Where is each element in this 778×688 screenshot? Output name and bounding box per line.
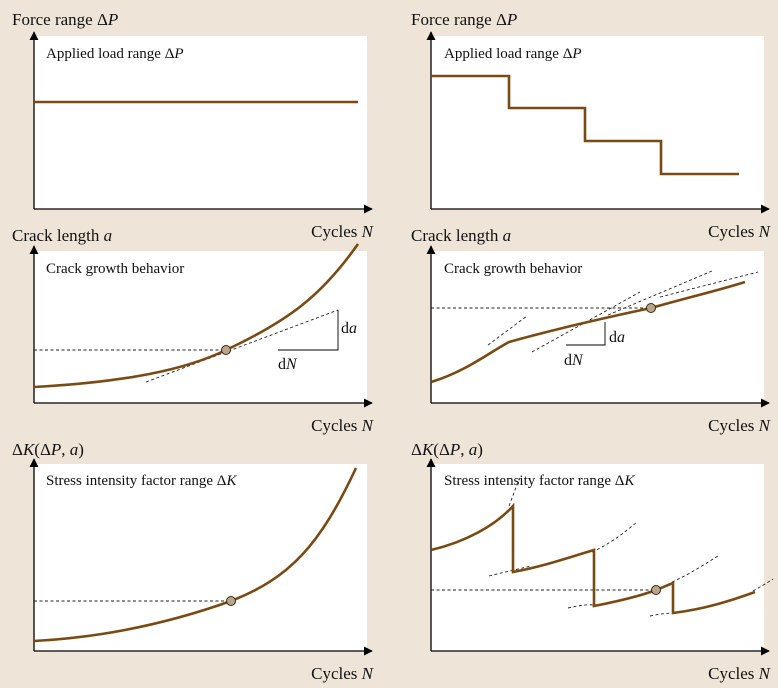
continuation-dashed-7: [752, 578, 774, 592]
panel-caption: Applied load range ΔP: [46, 46, 184, 62]
x-axis-label: Cycles N: [708, 416, 772, 435]
panel-crack-step: Crack length a Crack growth behavior Cyc…: [411, 226, 772, 435]
x-axis-label: Cycles N: [311, 222, 375, 241]
y-axis-label: Force range ΔP: [12, 10, 118, 29]
current-state-marker: [651, 585, 661, 595]
slope-triangle: [566, 322, 606, 346]
continuation-dashed-3: [591, 521, 638, 553]
panel-caption: Stress intensity factor range ΔK: [46, 473, 237, 489]
stepped-load-line: [431, 74, 739, 176]
tangent-line: [145, 309, 339, 383]
dN-label: dN: [278, 356, 298, 373]
x-axis-label: Cycles N: [311, 416, 375, 435]
da-label: da: [609, 329, 625, 346]
y-axis-label: ΔK(ΔP, a): [411, 440, 483, 459]
plot-area: [34, 464, 367, 651]
slope-triangle: [278, 310, 339, 351]
current-state-marker: [221, 345, 231, 355]
panel-sif-constant: ΔK(ΔP, a) Stress intensity factor range …: [12, 440, 375, 683]
y-axis-label: Force range ΔP: [411, 10, 517, 29]
tangent-line-3: [607, 270, 713, 316]
panel-force-constant: Force range ΔP Applied load range ΔP Cyc…: [12, 10, 375, 241]
panel-caption: Applied load range ΔP: [444, 46, 582, 62]
panel-caption: Crack growth behavior: [444, 261, 582, 277]
y-axis-label: ΔK(ΔP, a): [12, 440, 84, 459]
continuation-dashed-2: [488, 565, 532, 577]
continuation-dashed-1: [508, 477, 521, 507]
plot-area: [34, 36, 367, 209]
da-label: da: [341, 320, 357, 337]
plot-area: [34, 251, 367, 403]
panel-force-step: Force range ΔP Applied load range ΔP Cyc…: [411, 10, 772, 241]
x-axis-label: Cycles N: [708, 222, 772, 241]
plot-area: [431, 464, 764, 651]
panel-sif-step: ΔK(ΔP, a) Stress intensity factor range …: [411, 440, 774, 683]
plot-area: [431, 251, 764, 403]
dN-label: dN: [564, 352, 584, 369]
continuation-dashed-4: [567, 604, 594, 609]
y-axis-label: Crack length a: [411, 226, 511, 245]
plot-area: [431, 36, 764, 209]
continuation-dashed-5: [671, 555, 719, 583]
panel-crack-constant: Crack length a Crack growth behavior Cyc…: [12, 226, 375, 435]
panel-caption: Stress intensity factor range ΔK: [444, 473, 635, 489]
tangent-line-4: [659, 271, 759, 298]
y-axis-label: Crack length a: [12, 226, 112, 245]
x-axis-label: Cycles N: [708, 664, 772, 683]
sif-stepped-curve: [430, 502, 756, 615]
tangent-line-1: [487, 315, 528, 346]
x-axis-label: Cycles N: [311, 664, 375, 683]
current-state-marker: [646, 303, 656, 313]
current-state-marker: [226, 596, 236, 606]
panel-caption: Crack growth behavior: [46, 261, 184, 277]
crack-growth-curve: [430, 280, 746, 384]
